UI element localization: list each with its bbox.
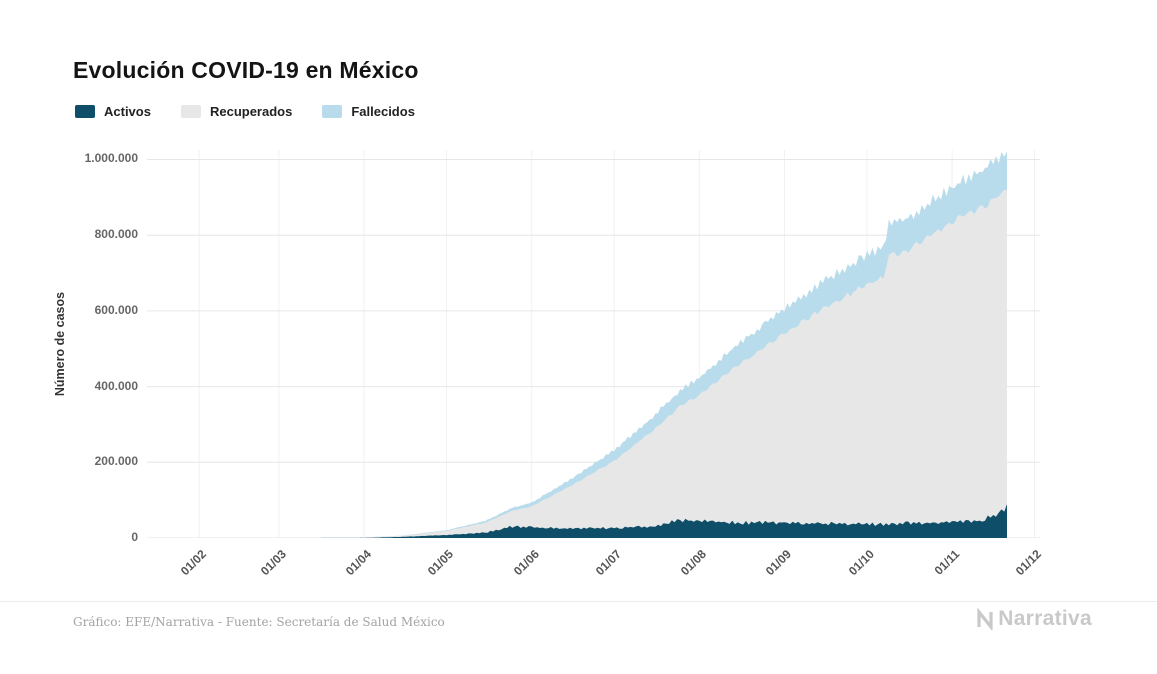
source-credit: Gráfico: EFE/Narrativa - Fuente: Secreta…: [73, 615, 445, 629]
fallecidos-swatch-icon: [322, 105, 343, 118]
narrativa-logo: Narrativa: [975, 607, 1092, 631]
y-tick-label: 200.000: [94, 454, 138, 469]
x-tick-label: 01/11: [931, 547, 962, 578]
narrativa-logo-icon: [977, 608, 993, 630]
x-tick-label: 01/02: [177, 547, 210, 579]
chart-title: Evolución COVID-19 en México: [73, 57, 419, 84]
y-tick-label: 400.000: [94, 378, 138, 393]
x-tick-label: 01/12: [1013, 547, 1045, 579]
y-tick-label: 800.000: [94, 227, 138, 242]
legend-item-fallecidos[interactable]: Fallecidos: [322, 104, 415, 119]
legend-item-recuperados[interactable]: Recuperados: [180, 104, 293, 119]
x-tick-label: 01/06: [510, 547, 542, 579]
legend-label-fallecidos: Fallecidos: [351, 104, 415, 119]
x-tick-label: 01/10: [845, 547, 877, 579]
chart-area: [147, 150, 1040, 538]
y-tick-label: 0: [131, 530, 138, 544]
recuperados-swatch-icon: [180, 105, 201, 118]
legend-label-activos: Activos: [104, 104, 151, 119]
x-tick-label: 01/09: [763, 547, 795, 579]
covid-stacked-area-chart: [147, 150, 1040, 538]
y-tick-label: 600.000: [94, 302, 138, 317]
x-tick-label: 01/03: [257, 547, 289, 579]
x-tick-label: 01/07: [592, 547, 625, 579]
narrativa-logo-text: Narrativa: [998, 607, 1092, 630]
legend-label-recuperados: Recuperados: [209, 104, 293, 119]
footer: Gráfico: EFE/Narrativa - Fuente: Secreta…: [0, 601, 1157, 674]
x-tick-label: 01/04: [342, 547, 374, 579]
x-tick-label: 01/08: [678, 547, 710, 579]
x-tick-label: 01/05: [425, 547, 457, 579]
y-tick-label: 1.000.000: [84, 151, 138, 166]
legend-item-activos[interactable]: Activos: [75, 104, 151, 119]
legend: Activos Recuperados Fallecidos: [75, 104, 415, 119]
activos-swatch-icon: [75, 105, 95, 118]
